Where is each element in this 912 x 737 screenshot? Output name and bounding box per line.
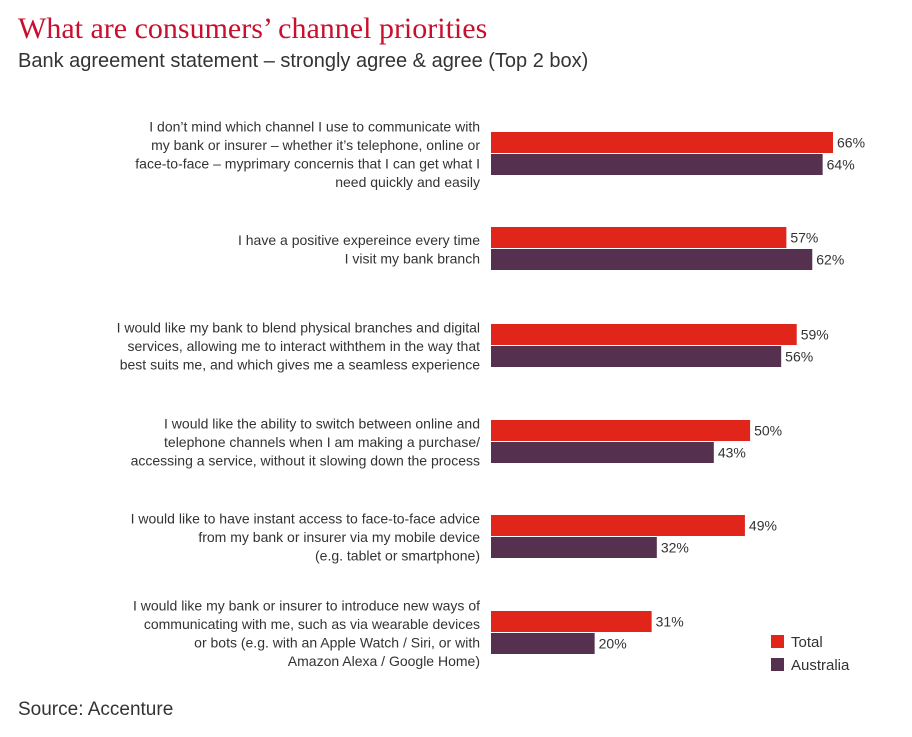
value-labels: 66% 64% 57% 62% 59% 56% 50% 43% 49% 32% 31% 20%: [599, 135, 865, 652]
category-label: or bots (e.g. with an Apple Watch / Siri…: [194, 634, 480, 650]
legend-swatch-australia: [771, 658, 784, 671]
bar-total-3: [491, 324, 797, 345]
category-label: I would like the ability to switch betwe…: [164, 416, 480, 432]
chart-title: What are consumers’ channel priorities: [18, 12, 488, 45]
category-label: Amazon Alexa / Google Home): [288, 653, 480, 669]
category-label: telephone channels when I am making a pu…: [164, 434, 480, 450]
value-label: 59%: [801, 327, 829, 343]
bar-australia-6: [491, 633, 595, 654]
value-label: 31%: [656, 614, 684, 630]
legend-label-australia: Australia: [791, 657, 850, 674]
category-label: accessing a service, without it slowing …: [131, 453, 480, 469]
bar-total-6: [491, 611, 652, 632]
category-label: I visit my bank branch: [345, 250, 480, 266]
category-label: I don’t mind which channel I use to comm…: [149, 118, 480, 134]
value-label: 57%: [790, 230, 818, 246]
category-labels: I don’t mind which channel I use to comm…: [117, 118, 481, 669]
bar-total-2: [491, 227, 787, 248]
bar-total-5: [491, 515, 745, 536]
bar-australia-1: [491, 154, 823, 175]
value-label: 32%: [661, 540, 689, 556]
bar-australia-2: [491, 249, 813, 270]
value-label: 62%: [816, 252, 844, 268]
legend: Total Australia: [771, 634, 850, 674]
category-label: from my bank or insurer via my mobile de…: [198, 529, 480, 545]
category-label: need quickly and easily: [335, 174, 480, 190]
bar-australia-5: [491, 537, 657, 558]
bar-total-4: [491, 420, 751, 441]
source-note: Source: Accenture: [18, 699, 174, 720]
value-label: 56%: [785, 349, 813, 365]
bar-total-1: [491, 132, 833, 153]
value-label: 50%: [754, 423, 782, 439]
category-label: services, allowing me to interact withth…: [128, 338, 481, 354]
category-label: I would like to have instant access to f…: [131, 511, 481, 527]
category-label: I would like my bank to blend physical b…: [117, 320, 480, 336]
category-label: best suits me, and which gives me a seam…: [120, 357, 480, 373]
value-label: 49%: [749, 518, 777, 534]
category-label: my bank or insurer – whether it’s teleph…: [151, 137, 480, 153]
category-label: communicating with me, such as via weara…: [144, 616, 480, 632]
value-label: 64%: [827, 157, 855, 173]
category-label: (e.g. tablet or smartphone): [315, 548, 480, 564]
category-label: I would like my bank or insurer to intro…: [133, 597, 480, 613]
legend-swatch-total: [771, 635, 784, 648]
category-label: I have a positive expereince every time: [238, 232, 480, 248]
value-label: 66%: [837, 135, 865, 151]
value-label: 20%: [599, 636, 627, 652]
bars-layer: [491, 132, 833, 654]
category-label: face-to-face – myprimary concernis that …: [135, 155, 480, 171]
chart-subtitle: Bank agreement statement – strongly agre…: [18, 50, 589, 72]
bar-australia-3: [491, 346, 782, 367]
value-label: 43%: [718, 445, 746, 461]
bar-australia-4: [491, 442, 714, 463]
legend-label-total: Total: [791, 634, 823, 651]
